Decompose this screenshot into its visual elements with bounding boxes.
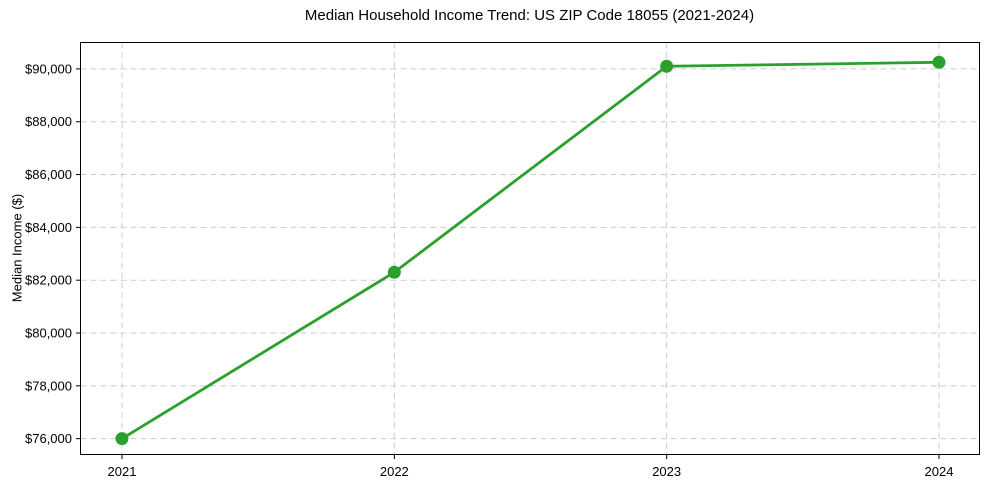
- chart-title: Median Household Income Trend: US ZIP Co…: [304, 7, 755, 24]
- y-tick-label: $86,000: [25, 167, 72, 182]
- data-point-marker: [932, 55, 946, 69]
- y-tick-label: $90,000: [25, 61, 72, 76]
- plot-border: [80, 42, 980, 455]
- y-tick-label: $82,000: [25, 273, 72, 288]
- y-tick-label: $88,000: [25, 114, 72, 129]
- x-tick-label: 2021: [108, 464, 137, 479]
- x-tick-label: 2023: [652, 464, 681, 479]
- y-tick-label: $80,000: [25, 326, 72, 341]
- x-tick-label: 2022: [380, 464, 409, 479]
- trend-line: [120, 60, 941, 441]
- data-point-marker: [115, 432, 129, 446]
- y-tick-label: $78,000: [25, 378, 72, 393]
- y-tick-label: $84,000: [25, 220, 72, 235]
- data-point-marker: [660, 59, 674, 73]
- y-tick-label: $76,000: [25, 431, 72, 446]
- data-point-marker: [387, 265, 401, 279]
- x-tick-label: 2024: [925, 464, 954, 479]
